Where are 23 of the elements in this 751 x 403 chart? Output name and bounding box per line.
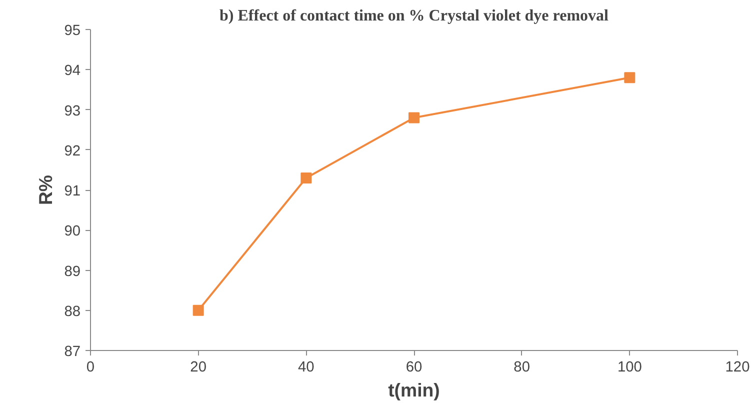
y-axis-title: R% <box>35 174 56 206</box>
point <box>408 112 420 124</box>
y-tick-label: 91 <box>64 184 81 200</box>
chart-title: b) Effect of contact time on % Crystal violet dye removal <box>220 8 610 24</box>
x-tick-label: 100 <box>617 360 642 376</box>
x-tick-label: 80 <box>514 360 530 376</box>
y-tick-label: 92 <box>64 143 81 160</box>
y-tick-label: 88 <box>64 304 81 320</box>
y-tick-label: 87 <box>64 344 81 360</box>
x-tick-label: 60 <box>406 360 422 376</box>
y-tick-label: 94 <box>64 63 81 80</box>
x-axis-title: t(min) <box>388 380 440 400</box>
x-tick-label: 40 <box>298 360 314 376</box>
y-tick-label: 89 <box>64 264 81 280</box>
y-tick-label: 93 <box>64 103 81 120</box>
point <box>300 172 312 184</box>
x-tick-label: 120 <box>725 360 750 376</box>
point <box>624 72 636 84</box>
y-tick-label: 90 <box>64 224 81 240</box>
point <box>192 304 204 316</box>
y-tick-label: 95 <box>64 23 81 39</box>
x-tick-label: 20 <box>190 360 206 376</box>
x-tick-label: 0 <box>86 360 95 376</box>
